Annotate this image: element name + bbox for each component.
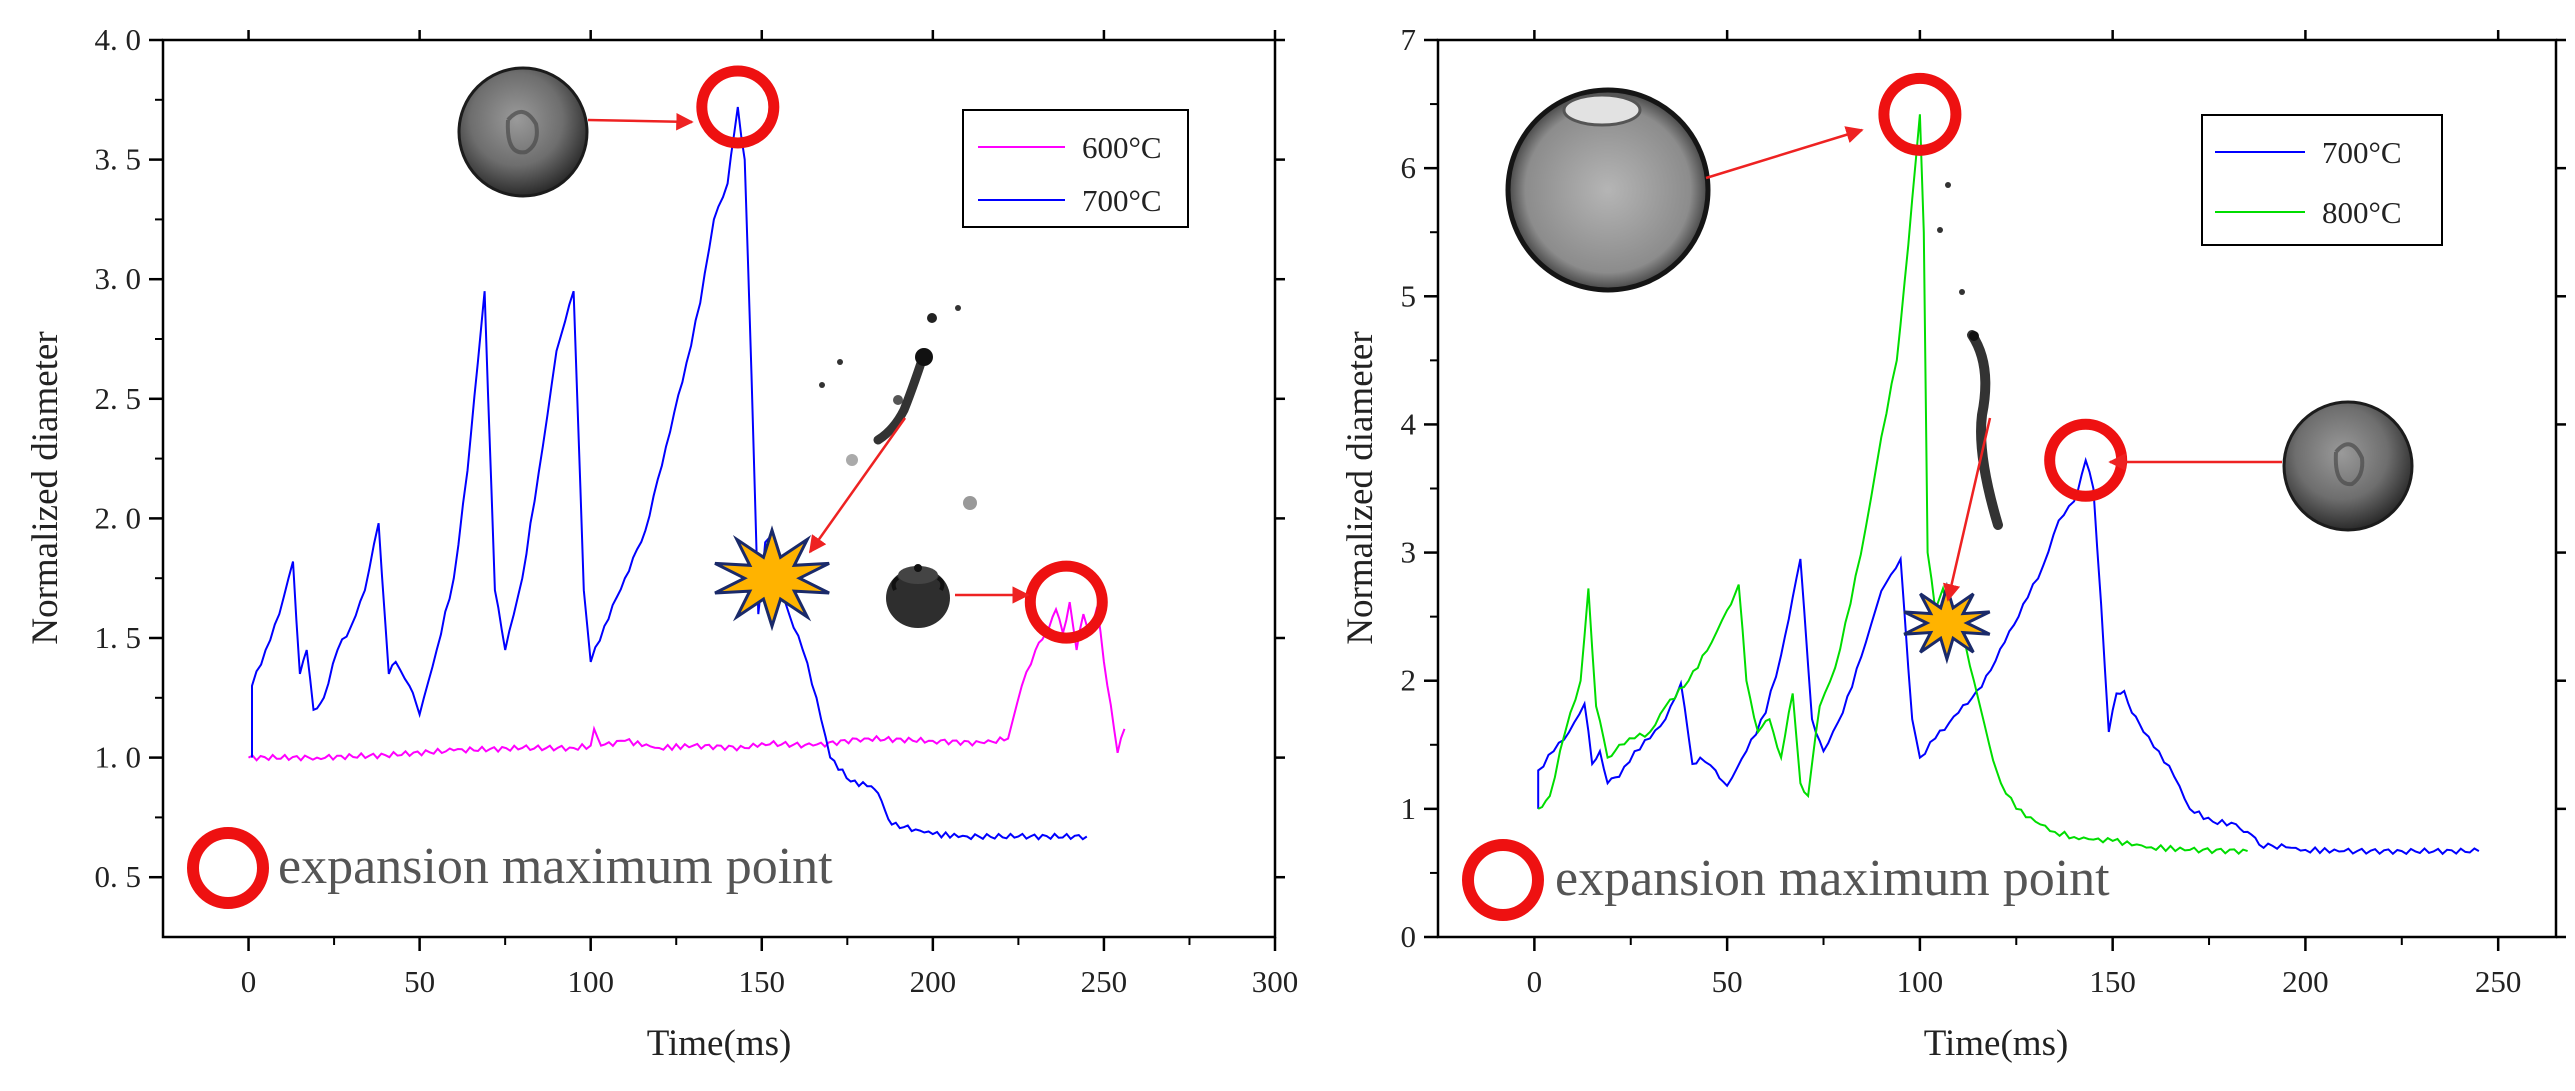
left-chart: 0 50 100 150 200 250 300 0. 5 1. 0 1. 5 2. 0 2. 5 3.… <box>25 22 1298 1064</box>
y-tick-label: 3 <box>1401 535 1417 570</box>
right-series <box>1537 114 2480 856</box>
legend: 600°C 700°C <box>962 109 1189 228</box>
x-tick-label: 50 <box>1712 964 1743 999</box>
y-tick-label: 0. 5 <box>95 859 142 894</box>
x-tick-label: 250 <box>2475 964 2522 999</box>
droplet-splash-photo-icon <box>819 305 977 510</box>
series-line-600 <box>248 601 1126 762</box>
y-tick-label: 6 <box>1401 150 1417 185</box>
series-line-700 <box>1537 456 2480 856</box>
x-tick-label: 200 <box>2282 964 2329 999</box>
x-tick-label: 0 <box>1527 964 1543 999</box>
left-axis-ticks: 0 50 100 150 200 250 300 0. 5 1. 0 1. 5 2. 0 2. 5 3.… <box>95 22 1299 999</box>
x-tick-label: 300 <box>1252 964 1299 999</box>
legend-label-600: 600°C <box>1082 130 1162 165</box>
plot-frame <box>161 38 1277 939</box>
expansion-max-marker <box>1878 72 1962 156</box>
note-label: expansion maximum point <box>1555 850 2110 907</box>
x-tick-label: 200 <box>910 964 957 999</box>
note-circle-icon <box>187 827 269 909</box>
note-circle-icon <box>1462 839 1544 921</box>
x-tick-label: 250 <box>1081 964 1128 999</box>
y-axis-title: Normalized diameter <box>25 331 66 644</box>
y-tick-label: 5 <box>1401 278 1417 313</box>
large-bubble-photo-icon <box>1505 87 1711 293</box>
x-tick-label: 150 <box>739 964 786 999</box>
right-markers <box>1878 72 2128 665</box>
y-tick-label: 0 <box>1401 919 1417 954</box>
droplet-photo-icon <box>886 564 950 628</box>
y-tick-label: 3. 5 <box>95 142 142 177</box>
bubble-photo-icon <box>457 66 589 198</box>
x-axis-title: Time(ms) <box>647 1023 792 1064</box>
arrow-to-burst <box>808 417 907 554</box>
left-markers <box>696 65 1108 644</box>
legend-label-700: 700°C <box>1082 183 1162 218</box>
arrow-to-peak <box>587 112 694 131</box>
y-tick-label: 4 <box>1401 406 1417 441</box>
arrow-to-peak <box>1705 126 1864 180</box>
y-tick-label: 7 <box>1401 22 1417 57</box>
x-tick-label: 150 <box>2089 964 2136 999</box>
x-tick-label: 50 <box>404 964 435 999</box>
series-line-700 <box>251 106 1088 841</box>
x-tick-label: 0 <box>241 964 257 999</box>
right-axis-ticks: 0 50 100 150 200 250 0 1 2 3 4 5 6 7 <box>1401 22 2566 999</box>
legend-label-700: 700°C <box>2322 135 2402 170</box>
right-chart: 0 50 100 150 200 250 0 1 2 3 4 5 6 7 700°C <box>1340 22 2566 1064</box>
expansion-max-marker <box>696 65 780 149</box>
y-tick-label: 1. 0 <box>95 740 142 775</box>
legend-label-800: 800°C <box>2322 195 2402 230</box>
explosion-burst-icon <box>1903 581 1991 665</box>
x-tick-label: 100 <box>1897 964 1944 999</box>
y-tick-label: 3. 0 <box>95 261 142 296</box>
x-tick-label: 100 <box>567 964 614 999</box>
left-series <box>248 106 1126 841</box>
expansion-max-marker <box>1024 560 1108 644</box>
y-tick-label: 1 <box>1401 791 1417 826</box>
bubble-photo-icon <box>2282 400 2414 532</box>
legend: 700°C 800°C <box>2201 114 2443 246</box>
y-axis-title: Normalized diameter <box>1340 331 1381 644</box>
y-tick-label: 1. 5 <box>95 620 142 655</box>
series-line-800 <box>1537 114 2248 855</box>
jet-photo-icon <box>1937 182 2003 530</box>
y-tick-label: 2. 5 <box>95 381 142 416</box>
y-tick-label: 2. 0 <box>95 500 142 535</box>
x-axis-title: Time(ms) <box>1924 1023 2069 1064</box>
explosion-burst-icon <box>714 525 830 632</box>
y-tick-label: 4. 0 <box>95 22 142 57</box>
arrow-to-burst <box>1943 417 1992 602</box>
note-label: expansion maximum point <box>278 838 833 895</box>
y-tick-label: 2 <box>1401 663 1417 698</box>
